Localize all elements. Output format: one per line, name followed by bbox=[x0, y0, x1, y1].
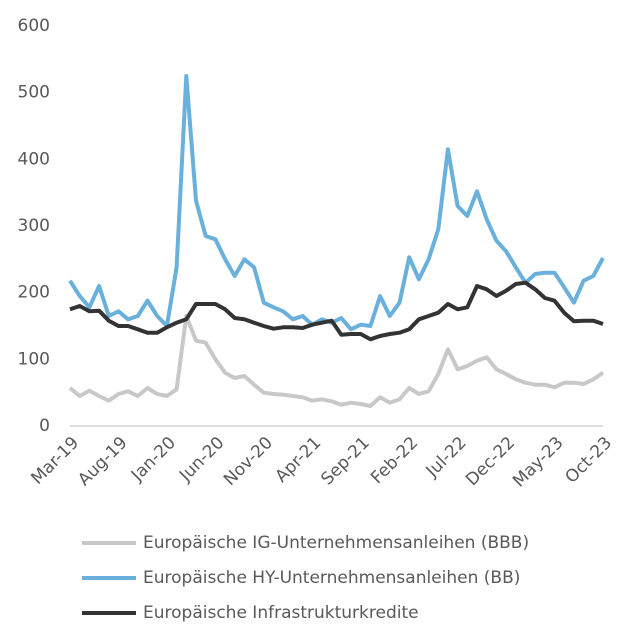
series-line bbox=[68, 314, 605, 408]
legend-label: Europäische IG-Unternehmensanleihen (BBB… bbox=[143, 533, 529, 553]
legend-label: Europäische HY-Unternehmensanleihen (BB) bbox=[143, 568, 520, 588]
series-line bbox=[69, 280, 604, 342]
x-tick-label: Jun-20 bbox=[175, 433, 228, 486]
y-tick-label: 600 bbox=[18, 16, 50, 36]
x-tick-label: May-23 bbox=[509, 433, 567, 491]
x-tick-label: Dec-22 bbox=[462, 433, 519, 490]
legend-label: Europäische Infrastrukturkredite bbox=[143, 603, 419, 623]
y-tick-label: 400 bbox=[18, 149, 50, 169]
y-tick-label: 0 bbox=[39, 416, 50, 436]
y-tick-label: 200 bbox=[18, 283, 50, 303]
x-tick-label: Nov-20 bbox=[220, 433, 277, 490]
x-tick-label: Mar-19 bbox=[27, 433, 83, 489]
x-tick-label: Aug-19 bbox=[74, 433, 131, 490]
y-tick-label: 100 bbox=[18, 349, 50, 369]
x-tick-label: Jan-20 bbox=[127, 433, 180, 486]
x-tick-label: Feb-22 bbox=[367, 433, 422, 488]
x-tick-label: Apr-21 bbox=[272, 433, 326, 487]
x-tick-label: Sep-21 bbox=[317, 433, 373, 489]
y-tick-label: 300 bbox=[18, 216, 50, 236]
series-line bbox=[68, 74, 605, 332]
x-tick-label: Oct-23 bbox=[562, 433, 617, 488]
y-tick-label: 500 bbox=[18, 83, 50, 103]
